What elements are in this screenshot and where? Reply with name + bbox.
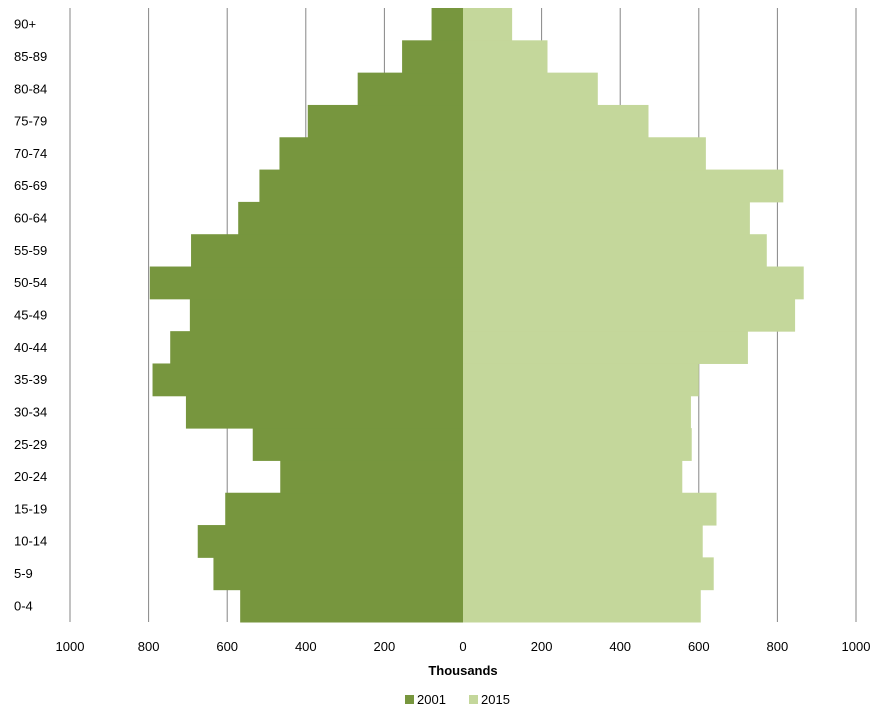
y-tick-label: 85-89 xyxy=(14,49,47,64)
x-tick-label: 600 xyxy=(216,639,238,654)
bar-2001 xyxy=(240,589,463,623)
bar-2015 xyxy=(463,395,691,429)
y-tick-label: 20-24 xyxy=(14,469,47,484)
bar-2015 xyxy=(463,104,649,138)
y-tick-label: 0-4 xyxy=(14,598,33,613)
bar-2001 xyxy=(191,234,463,268)
bar-2001 xyxy=(238,201,463,235)
y-tick-label: 15-19 xyxy=(14,501,47,516)
bar-2001 xyxy=(279,137,463,171)
bar-2001 xyxy=(185,395,463,429)
y-tick-label: 40-44 xyxy=(14,340,47,355)
bar-2001 xyxy=(213,557,463,591)
bar-2015 xyxy=(463,525,703,558)
y-tick-label: 25-29 xyxy=(14,437,47,452)
y-tick-label: 70-74 xyxy=(14,146,47,161)
bar-2015 xyxy=(463,137,706,171)
legend-swatch-2001 xyxy=(405,695,414,704)
x-tick-label: 200 xyxy=(531,639,553,654)
bar-2015 xyxy=(463,266,804,300)
x-tick-label: 400 xyxy=(295,639,317,654)
bar-2001 xyxy=(307,104,463,138)
bar-2015 xyxy=(463,363,699,397)
y-tick-label: 30-34 xyxy=(14,404,47,419)
bar-2015 xyxy=(463,298,796,332)
bar-2001 xyxy=(149,266,464,300)
bar-2015 xyxy=(463,331,748,364)
bar-2015 xyxy=(463,428,692,461)
legend-label-2015: 2015 xyxy=(481,692,510,707)
x-tick-label: 800 xyxy=(138,639,160,654)
x-tick-label: 0 xyxy=(459,639,466,654)
x-tick-label: 200 xyxy=(374,639,396,654)
bar-2015 xyxy=(463,201,750,235)
bar-2001 xyxy=(252,428,463,461)
y-tick-label: 35-39 xyxy=(14,372,47,387)
bar-2001 xyxy=(357,72,463,106)
bar-2001 xyxy=(280,460,463,494)
x-tick-label: 600 xyxy=(688,639,710,654)
y-tick-label: 65-69 xyxy=(14,178,47,193)
bar-2001 xyxy=(259,169,463,203)
legend-swatch-2015 xyxy=(469,695,478,704)
bar-2015 xyxy=(463,72,598,106)
x-tick-label: 1000 xyxy=(56,639,85,654)
y-tick-label: 90+ xyxy=(14,17,36,32)
bar-2015 xyxy=(463,169,784,203)
y-tick-label: 5-9 xyxy=(14,566,33,581)
bar-2001 xyxy=(431,8,463,41)
y-tick-label: 10-14 xyxy=(14,534,47,549)
y-tick-label: 45-49 xyxy=(14,308,47,323)
y-tick-label: 75-79 xyxy=(14,114,47,129)
bar-2001 xyxy=(225,492,463,526)
bar-2001 xyxy=(402,40,463,74)
y-tick-label: 80-84 xyxy=(14,81,47,96)
bar-2001 xyxy=(189,298,464,332)
bar-2015 xyxy=(463,557,714,591)
x-axis-title: Thousands xyxy=(428,663,497,678)
bar-2001 xyxy=(152,363,463,397)
x-tick-label: 800 xyxy=(767,639,789,654)
bar-2001 xyxy=(197,525,463,558)
y-tick-label: 50-54 xyxy=(14,275,47,290)
x-tick-label: 400 xyxy=(609,639,631,654)
bar-2015 xyxy=(463,492,717,526)
bar-2015 xyxy=(463,40,548,74)
bar-2015 xyxy=(463,8,513,41)
bar-2015 xyxy=(463,234,767,268)
bar-2001 xyxy=(170,331,463,364)
bar-2015 xyxy=(463,460,683,494)
y-tick-label: 60-64 xyxy=(14,211,47,226)
y-tick-label: 55-59 xyxy=(14,243,47,258)
bar-2015 xyxy=(463,589,701,623)
x-tick-label: 1000 xyxy=(842,639,871,654)
legend-label-2001: 2001 xyxy=(417,692,446,707)
